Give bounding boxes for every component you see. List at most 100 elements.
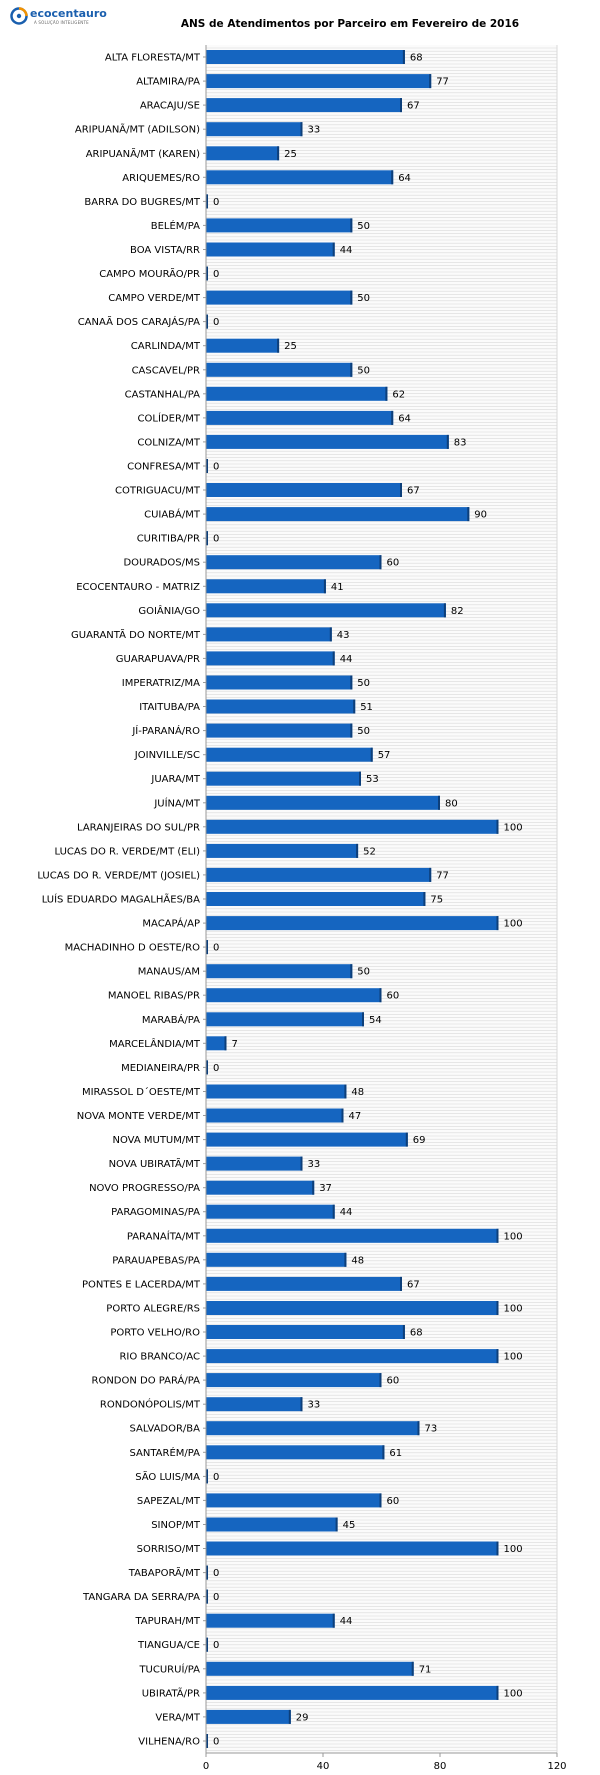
bar-edge [467, 507, 470, 522]
bar-edge [350, 218, 353, 233]
bar [206, 1421, 420, 1436]
category-label: NOVA MONTE VERDE/MT [77, 1111, 201, 1122]
bar-edge [206, 940, 208, 955]
bar-edge [400, 483, 402, 497]
bar-edge [496, 1228, 499, 1243]
bar-edge [206, 531, 208, 546]
bar-edge [344, 1084, 347, 1099]
bar [206, 555, 382, 570]
bar-edge [300, 1397, 303, 1412]
category-label: NOVA UBIRATÃ/MT [109, 1157, 201, 1170]
bar-edge [496, 916, 499, 931]
category-label: CASCAVEL/PR [132, 365, 200, 376]
category-label: ARIQUEMES/RO [122, 173, 200, 184]
category-label: BELÉM/PA [151, 219, 200, 232]
value-label: 83 [454, 437, 467, 448]
category-label: ARACAJU/SE [140, 101, 200, 112]
bar [206, 1685, 499, 1700]
bar-edge [206, 1637, 208, 1652]
category-label: JOINVILLE/SC [134, 750, 200, 761]
value-label: 50 [357, 365, 370, 376]
bar [206, 98, 402, 113]
bar [206, 867, 432, 882]
value-label: 100 [504, 1688, 523, 1699]
bar [206, 242, 335, 257]
category-label: TAPURAH/MT [134, 1616, 200, 1627]
bar-edge [206, 1060, 208, 1075]
bar-edge [356, 843, 359, 858]
category-label: BOA VISTA/RR [130, 245, 200, 256]
bar-edge [385, 386, 388, 401]
bar-edge [332, 1613, 335, 1628]
value-label: 73 [425, 1424, 438, 1435]
value-label: 100 [504, 1352, 523, 1363]
value-label: 77 [436, 77, 449, 88]
bar [206, 1613, 335, 1628]
bar [206, 1541, 499, 1556]
category-label: PARAUAPEBAS/PA [112, 1255, 200, 1266]
category-label: RIO BRANCO/AC [119, 1352, 200, 1363]
bar [206, 507, 470, 522]
value-label: 100 [504, 1304, 523, 1315]
value-label: 60 [387, 1376, 400, 1387]
bar-edge [323, 579, 326, 594]
bar [206, 964, 353, 979]
bar-edge [496, 1685, 499, 1700]
bar-edge [224, 1036, 227, 1051]
value-label: 33 [308, 1159, 321, 1170]
category-label: MANOEL RIBAS/PR [108, 991, 200, 1002]
bar [206, 795, 440, 810]
value-label: 0 [213, 534, 219, 545]
bar-edge [288, 1709, 291, 1724]
category-label: LUCAS DO R. VERDE/MT (ELI) [55, 846, 201, 857]
category-label: JÍ-PARANÁ/RO [131, 724, 200, 737]
bar [206, 290, 353, 305]
value-label: 75 [430, 895, 443, 906]
category-label: GUARANTÃ DO NORTE/MT [71, 628, 201, 641]
value-label: 44 [340, 1207, 353, 1218]
bar-edge [443, 603, 446, 618]
category-label: PORTO ALEGRE/RS [106, 1304, 200, 1315]
category-label: NOVA MUTUM/MT [112, 1135, 200, 1146]
bar-edge [300, 1156, 303, 1171]
value-label: 25 [284, 341, 297, 352]
bar-edge [400, 1276, 402, 1291]
logo-text: ecocentauro [30, 7, 107, 20]
category-label: TIANGUA/CE [137, 1640, 200, 1651]
bar-edge [446, 434, 449, 449]
bar-edge [332, 1204, 335, 1219]
bar [206, 1084, 347, 1099]
bar [206, 386, 388, 401]
value-label: 25 [284, 149, 297, 160]
category-label: COLNIZA/MT [137, 437, 201, 448]
value-label: 64 [398, 413, 411, 424]
value-label: 48 [351, 1255, 364, 1266]
bar [206, 1132, 408, 1147]
bar-edge [206, 1469, 208, 1484]
category-label: ARIPUANÃ/MT (ADILSON) [75, 123, 200, 136]
bar-edge [206, 266, 208, 281]
value-label: 44 [340, 654, 353, 665]
bar [206, 1301, 499, 1315]
bar [206, 747, 373, 762]
bar-edge [344, 1252, 347, 1267]
bar-edge [359, 771, 361, 786]
value-label: 67 [407, 1279, 420, 1290]
value-label: 37 [319, 1183, 332, 1194]
bar-edge [277, 338, 280, 353]
category-label: MARABÁ/PA [142, 1013, 200, 1026]
value-label: 43 [337, 630, 350, 641]
bar-edge [350, 964, 353, 979]
bar-edge [332, 242, 335, 257]
category-label: CUIABÁ/MT [144, 508, 201, 521]
category-label: MARCELÂNDIA/MT [109, 1037, 201, 1050]
bar [206, 1036, 227, 1051]
bar [206, 1156, 303, 1171]
bar-edge [362, 1012, 364, 1027]
value-label: 50 [357, 221, 370, 232]
bar [206, 146, 280, 161]
bar [206, 1252, 347, 1267]
category-label: LUÍS EDUARDO MAGALHÃES/BA [42, 893, 200, 906]
bar-edge [370, 747, 373, 762]
bar [206, 1204, 335, 1219]
